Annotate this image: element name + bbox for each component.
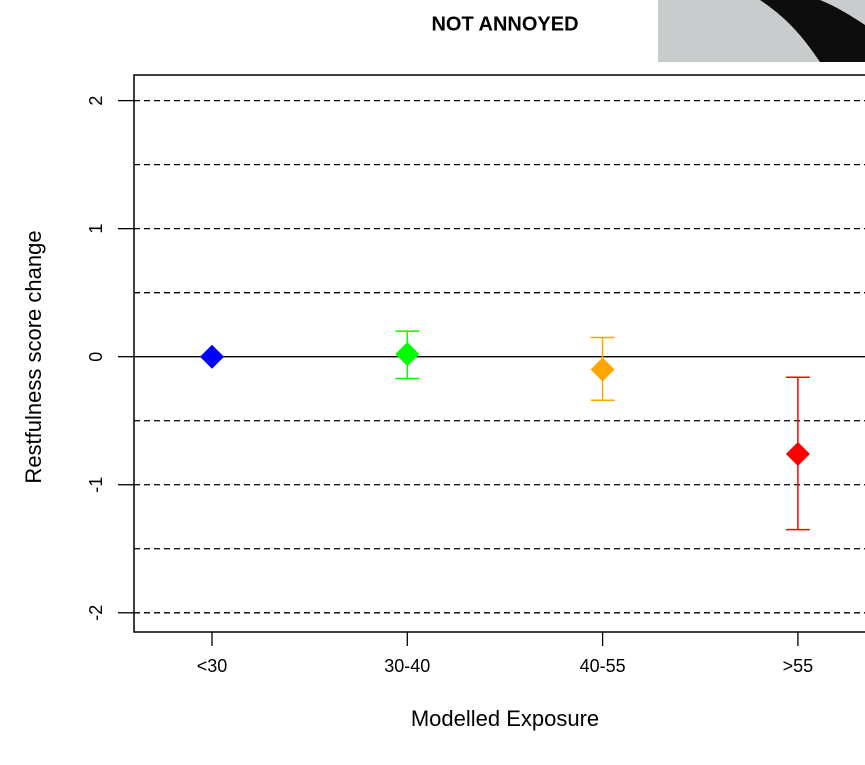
- photo-fragment: [658, 0, 865, 62]
- x-tick-label: 40-55: [580, 656, 626, 676]
- y-tick-label: 2: [86, 96, 106, 106]
- y-tick-label: 1: [86, 224, 106, 234]
- x-axis-label: Modelled Exposure: [411, 706, 599, 731]
- chart: NOT ANNOYED Modelled Exposure Restfulnes…: [0, 0, 865, 765]
- y-tick-label: -2: [86, 605, 106, 621]
- x-tick-label: >55: [783, 656, 814, 676]
- x-tick-label: 30-40: [384, 656, 430, 676]
- y-axis-label: Restfulness score change: [21, 230, 46, 483]
- point: [200, 345, 224, 369]
- y-tick-label: 0: [86, 352, 106, 362]
- point: [786, 442, 810, 466]
- x-tick-label: <30: [197, 656, 228, 676]
- y-tick-label: -1: [86, 477, 106, 493]
- chart-title: NOT ANNOYED: [431, 13, 578, 35]
- point: [591, 358, 615, 382]
- point: [395, 342, 419, 366]
